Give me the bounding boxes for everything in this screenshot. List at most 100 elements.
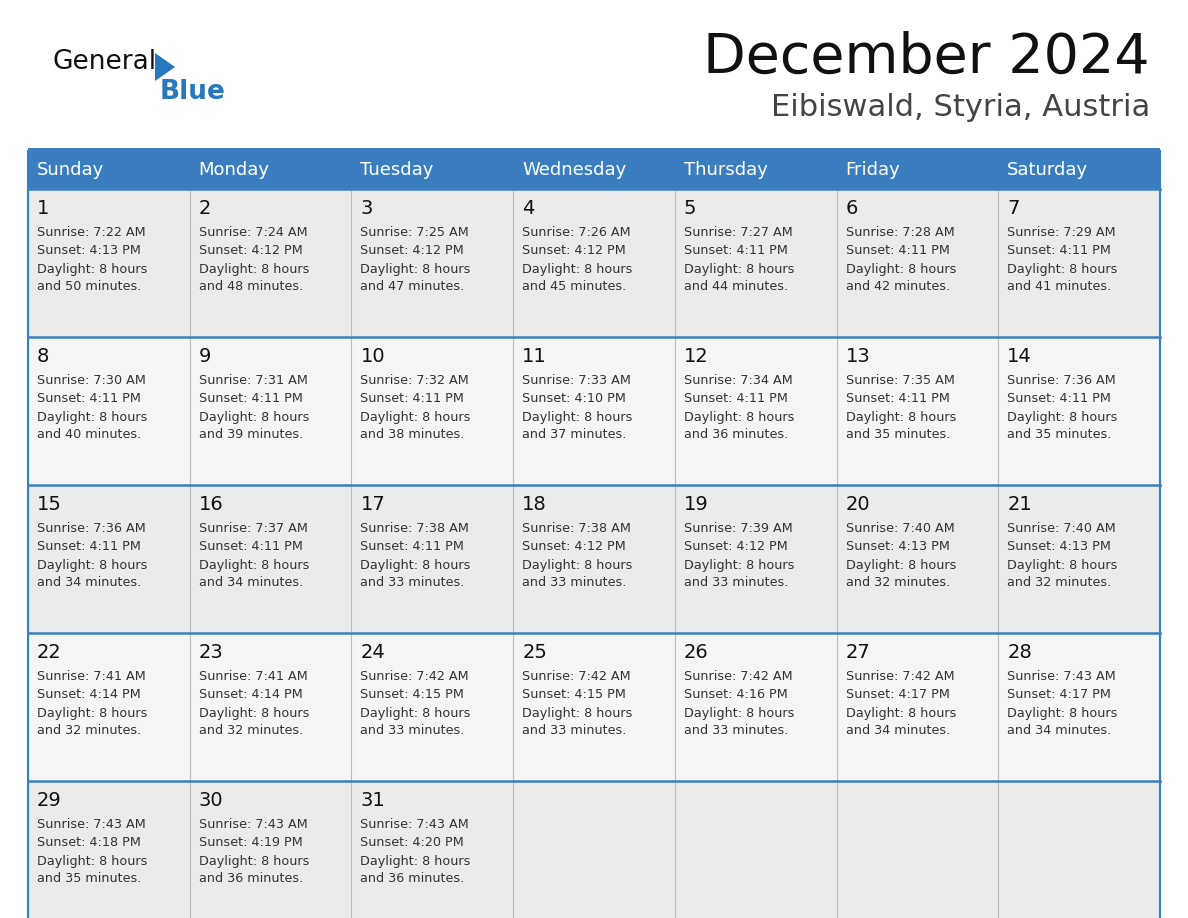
Bar: [29, 633, 1159, 781]
Bar: [29, 148, 1159, 151]
Text: Thursday: Thursday: [684, 161, 767, 179]
Text: 9: 9: [198, 348, 211, 366]
Text: Sunset: 4:11 PM: Sunset: 4:11 PM: [846, 393, 949, 406]
Text: December 2024: December 2024: [703, 31, 1150, 85]
Text: Sunset: 4:11 PM: Sunset: 4:11 PM: [198, 393, 303, 406]
Text: Daylight: 8 hours: Daylight: 8 hours: [523, 263, 632, 275]
Bar: [29, 485, 1159, 633]
Text: and 40 minutes.: and 40 minutes.: [37, 429, 141, 442]
Text: and 32 minutes.: and 32 minutes.: [198, 724, 303, 737]
Text: 17: 17: [360, 496, 385, 514]
Text: Monday: Monday: [198, 161, 270, 179]
Text: 5: 5: [684, 199, 696, 218]
Text: and 34 minutes.: and 34 minutes.: [198, 577, 303, 589]
Text: 24: 24: [360, 644, 385, 663]
Text: Sunrise: 7:43 AM: Sunrise: 7:43 AM: [198, 819, 308, 832]
Text: Daylight: 8 hours: Daylight: 8 hours: [198, 855, 309, 868]
Text: 22: 22: [37, 644, 62, 663]
Text: 20: 20: [846, 496, 870, 514]
Text: Daylight: 8 hours: Daylight: 8 hours: [1007, 410, 1118, 423]
Text: Daylight: 8 hours: Daylight: 8 hours: [37, 558, 147, 572]
Text: and 48 minutes.: and 48 minutes.: [198, 281, 303, 294]
Bar: [29, 337, 1159, 485]
Text: and 41 minutes.: and 41 minutes.: [1007, 281, 1112, 294]
Text: Sunset: 4:11 PM: Sunset: 4:11 PM: [1007, 244, 1111, 258]
Text: Sunset: 4:12 PM: Sunset: 4:12 PM: [684, 541, 788, 554]
Text: Sunrise: 7:43 AM: Sunrise: 7:43 AM: [1007, 670, 1116, 684]
Text: Sunrise: 7:36 AM: Sunrise: 7:36 AM: [1007, 375, 1116, 387]
Text: Sunrise: 7:40 AM: Sunrise: 7:40 AM: [846, 522, 954, 535]
Text: Sunrise: 7:41 AM: Sunrise: 7:41 AM: [37, 670, 146, 684]
Text: Sunset: 4:11 PM: Sunset: 4:11 PM: [684, 244, 788, 258]
Bar: [29, 781, 1159, 918]
Text: and 33 minutes.: and 33 minutes.: [360, 724, 465, 737]
Text: Daylight: 8 hours: Daylight: 8 hours: [523, 707, 632, 720]
Text: Sunset: 4:15 PM: Sunset: 4:15 PM: [360, 688, 465, 701]
Text: Sunset: 4:12 PM: Sunset: 4:12 PM: [523, 244, 626, 258]
Text: Tuesday: Tuesday: [360, 161, 434, 179]
Text: 1: 1: [37, 199, 50, 218]
Text: Sunset: 4:18 PM: Sunset: 4:18 PM: [37, 836, 141, 849]
Text: Sunrise: 7:38 AM: Sunrise: 7:38 AM: [523, 522, 631, 535]
Text: Sunrise: 7:42 AM: Sunrise: 7:42 AM: [684, 670, 792, 684]
Text: 21: 21: [1007, 496, 1032, 514]
Text: and 33 minutes.: and 33 minutes.: [684, 724, 788, 737]
Text: Sunrise: 7:40 AM: Sunrise: 7:40 AM: [1007, 522, 1116, 535]
Text: Sunset: 4:13 PM: Sunset: 4:13 PM: [37, 244, 141, 258]
Text: Sunrise: 7:22 AM: Sunrise: 7:22 AM: [37, 227, 146, 240]
Text: and 34 minutes.: and 34 minutes.: [37, 577, 141, 589]
Text: Sunrise: 7:43 AM: Sunrise: 7:43 AM: [37, 819, 146, 832]
Text: 11: 11: [523, 348, 546, 366]
Text: Sunset: 4:12 PM: Sunset: 4:12 PM: [360, 244, 465, 258]
Text: Sunrise: 7:39 AM: Sunrise: 7:39 AM: [684, 522, 792, 535]
Text: and 35 minutes.: and 35 minutes.: [1007, 429, 1112, 442]
Text: Sunset: 4:11 PM: Sunset: 4:11 PM: [37, 541, 141, 554]
Text: Daylight: 8 hours: Daylight: 8 hours: [198, 707, 309, 720]
Text: Daylight: 8 hours: Daylight: 8 hours: [37, 263, 147, 275]
Text: Daylight: 8 hours: Daylight: 8 hours: [523, 558, 632, 572]
Text: Sunset: 4:17 PM: Sunset: 4:17 PM: [1007, 688, 1111, 701]
Text: and 34 minutes.: and 34 minutes.: [846, 724, 950, 737]
Text: Sunset: 4:11 PM: Sunset: 4:11 PM: [198, 541, 303, 554]
Text: and 42 minutes.: and 42 minutes.: [846, 281, 949, 294]
Text: and 32 minutes.: and 32 minutes.: [1007, 577, 1112, 589]
Text: Daylight: 8 hours: Daylight: 8 hours: [360, 410, 470, 423]
Text: Sunset: 4:16 PM: Sunset: 4:16 PM: [684, 688, 788, 701]
Text: Sunrise: 7:29 AM: Sunrise: 7:29 AM: [1007, 227, 1116, 240]
Text: Daylight: 8 hours: Daylight: 8 hours: [684, 410, 795, 423]
Text: Daylight: 8 hours: Daylight: 8 hours: [198, 410, 309, 423]
Text: Sunrise: 7:35 AM: Sunrise: 7:35 AM: [846, 375, 954, 387]
Text: 28: 28: [1007, 644, 1032, 663]
Text: Sunrise: 7:38 AM: Sunrise: 7:38 AM: [360, 522, 469, 535]
Text: Daylight: 8 hours: Daylight: 8 hours: [198, 558, 309, 572]
Text: Sunrise: 7:31 AM: Sunrise: 7:31 AM: [198, 375, 308, 387]
Text: Daylight: 8 hours: Daylight: 8 hours: [37, 855, 147, 868]
Text: 10: 10: [360, 348, 385, 366]
Text: and 33 minutes.: and 33 minutes.: [360, 577, 465, 589]
Text: Sunset: 4:11 PM: Sunset: 4:11 PM: [360, 541, 465, 554]
Text: Sunset: 4:13 PM: Sunset: 4:13 PM: [1007, 541, 1111, 554]
Text: Sunset: 4:11 PM: Sunset: 4:11 PM: [360, 393, 465, 406]
Text: Sunrise: 7:42 AM: Sunrise: 7:42 AM: [360, 670, 469, 684]
Text: 15: 15: [37, 496, 62, 514]
Text: 29: 29: [37, 791, 62, 811]
Text: and 32 minutes.: and 32 minutes.: [846, 577, 950, 589]
Text: General: General: [52, 49, 156, 75]
Text: Sunrise: 7:30 AM: Sunrise: 7:30 AM: [37, 375, 146, 387]
Text: 4: 4: [523, 199, 535, 218]
Text: Sunset: 4:12 PM: Sunset: 4:12 PM: [198, 244, 303, 258]
Text: and 45 minutes.: and 45 minutes.: [523, 281, 626, 294]
Text: Sunrise: 7:25 AM: Sunrise: 7:25 AM: [360, 227, 469, 240]
Text: 18: 18: [523, 496, 546, 514]
Text: 7: 7: [1007, 199, 1019, 218]
Text: and 47 minutes.: and 47 minutes.: [360, 281, 465, 294]
Text: Sunrise: 7:42 AM: Sunrise: 7:42 AM: [846, 670, 954, 684]
Text: 30: 30: [198, 791, 223, 811]
Text: Daylight: 8 hours: Daylight: 8 hours: [37, 707, 147, 720]
Text: Daylight: 8 hours: Daylight: 8 hours: [846, 707, 956, 720]
Text: 8: 8: [37, 348, 50, 366]
Text: Sunset: 4:12 PM: Sunset: 4:12 PM: [523, 541, 626, 554]
Text: and 38 minutes.: and 38 minutes.: [360, 429, 465, 442]
Text: 12: 12: [684, 348, 708, 366]
Text: and 32 minutes.: and 32 minutes.: [37, 724, 141, 737]
